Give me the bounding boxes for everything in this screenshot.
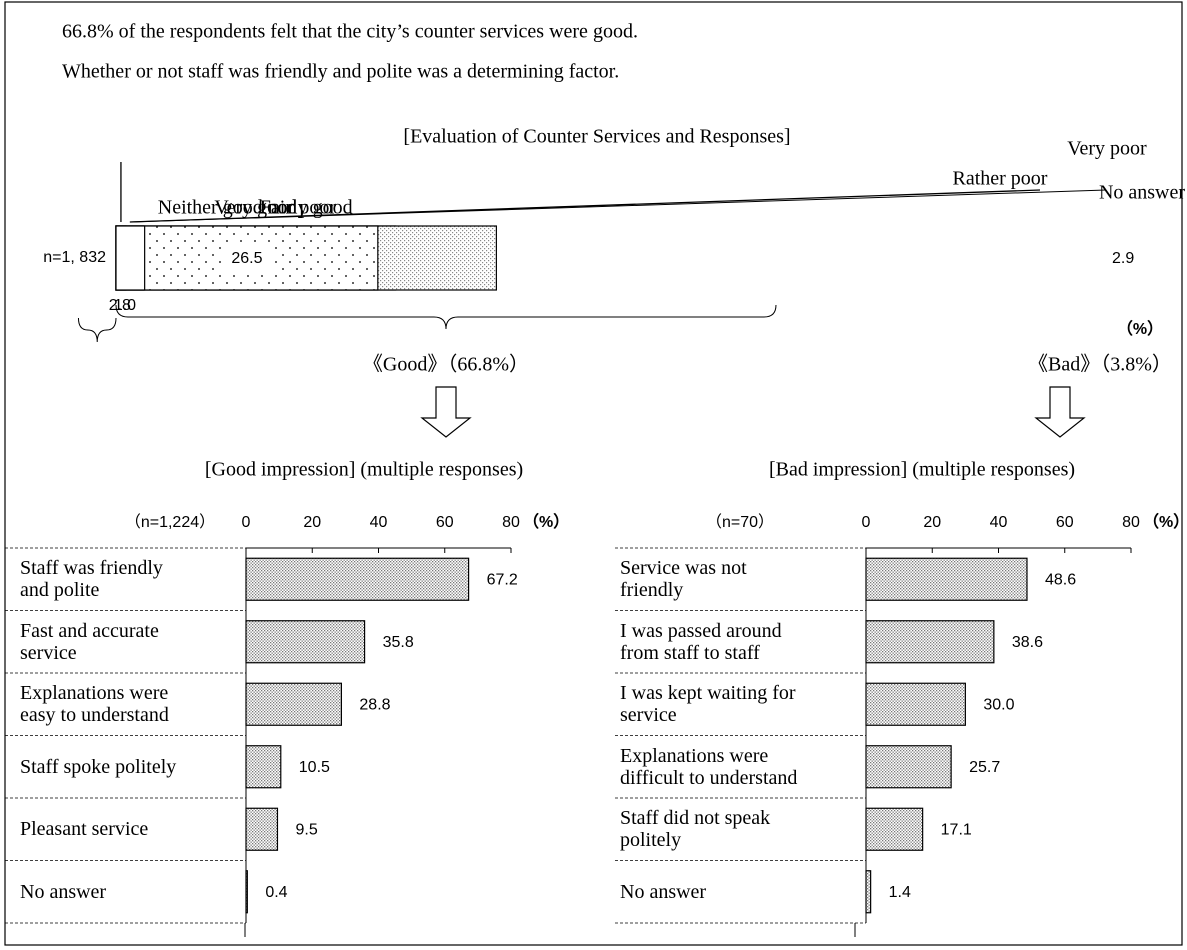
value-label: 9.5 <box>295 821 317 838</box>
bar-segment <box>115 225 146 291</box>
value-label: 67.2 <box>487 571 518 588</box>
brace <box>77 317 117 343</box>
x-tick-label: 20 <box>923 514 941 531</box>
category-label: Staff was friendly and polite <box>20 557 163 602</box>
legend-label: Rather poor <box>953 168 1048 190</box>
bar <box>865 682 966 726</box>
category-label: Service was not friendly <box>620 557 747 602</box>
category-label: I was passed around from staff to staff <box>620 619 782 664</box>
unit-label: （%） <box>1143 513 1187 531</box>
x-tick-label: 0 <box>242 514 251 531</box>
value-label: 17.1 <box>941 821 972 838</box>
bar <box>245 620 366 664</box>
leader-line <box>130 189 1107 223</box>
x-tick-label: 60 <box>1056 514 1074 531</box>
x-tick-label: 40 <box>990 514 1008 531</box>
value-label: 30.0 <box>983 696 1014 713</box>
value-label: 35.8 <box>383 634 414 651</box>
category-label: I was kept waiting for service <box>620 682 796 727</box>
arrow <box>420 386 472 438</box>
category-label: No answer <box>620 880 707 903</box>
unit-label: （%） <box>1117 320 1163 338</box>
x-tick-label: 60 <box>436 514 454 531</box>
chart-title: [Bad impression] (multiple responses) <box>769 459 1075 481</box>
legend-label: Neither good nor poor <box>158 197 337 219</box>
legend-label: Very poor <box>1067 138 1147 160</box>
category-label: Pleasant service <box>20 818 149 841</box>
bar <box>865 620 995 664</box>
value-label: 38.6 <box>1012 634 1043 651</box>
value-label: 2.8 <box>109 297 131 314</box>
x-tick-label: 20 <box>303 514 321 531</box>
bar <box>865 807 924 851</box>
category-label: Fast and accurate service <box>20 619 159 664</box>
category-label: Explanations were difficult to understan… <box>620 744 798 789</box>
x-tick-label: 0 <box>862 514 871 531</box>
brace <box>115 304 777 330</box>
value-label: 10.5 <box>299 759 330 776</box>
category-label: Staff did not speak politely <box>620 807 771 852</box>
value-label: 28.8 <box>359 696 390 713</box>
category-label: Explanations were easy to understand <box>20 682 169 727</box>
frame <box>4 1 1183 946</box>
value-label: 26.5 <box>231 250 262 267</box>
value-label: 0.4 <box>265 884 287 901</box>
chart-title: [Good impression] (multiple responses) <box>205 459 523 481</box>
value-label: 2.9 <box>1112 250 1134 267</box>
value-label: 25.7 <box>969 759 1000 776</box>
legend-label: No answer <box>1099 182 1185 204</box>
arrow <box>1034 386 1086 438</box>
value-label: 48.6 <box>1045 571 1076 588</box>
bar <box>865 745 952 789</box>
x-tick-label: 80 <box>1122 514 1140 531</box>
legend-label: Very good <box>214 197 297 219</box>
category-label: No answer <box>20 880 107 903</box>
intro-line: 66.8% of the respondents felt that the c… <box>62 21 638 43</box>
chart-title: [Evaluation of Counter Services and Resp… <box>403 126 790 148</box>
bar <box>245 682 343 726</box>
value-label: 1.4 <box>889 884 911 901</box>
x-tick-label: 80 <box>502 514 520 531</box>
group-label: 《Bad》（3.8%） <box>1028 353 1172 376</box>
x-tick-label: 40 <box>370 514 388 531</box>
intro-line: Whether or not staff was friendly and po… <box>62 61 619 83</box>
unit-label: （%） <box>523 513 569 531</box>
bar <box>245 557 470 601</box>
n-label: （n=70） <box>706 513 774 531</box>
category-label: Staff spoke politely <box>20 755 177 778</box>
bar <box>865 870 872 914</box>
legend-label: Fairly good <box>260 197 353 219</box>
value-label: 1.0 <box>114 297 136 314</box>
n-label: n=1, 832 <box>43 249 106 266</box>
bar <box>245 870 248 914</box>
n-label: （n=1,224） <box>125 513 215 531</box>
bar <box>245 807 279 851</box>
group-label: 《Good》（66.8%） <box>363 353 529 376</box>
bar <box>245 745 282 789</box>
label-box <box>222 246 271 270</box>
bar <box>865 557 1028 601</box>
